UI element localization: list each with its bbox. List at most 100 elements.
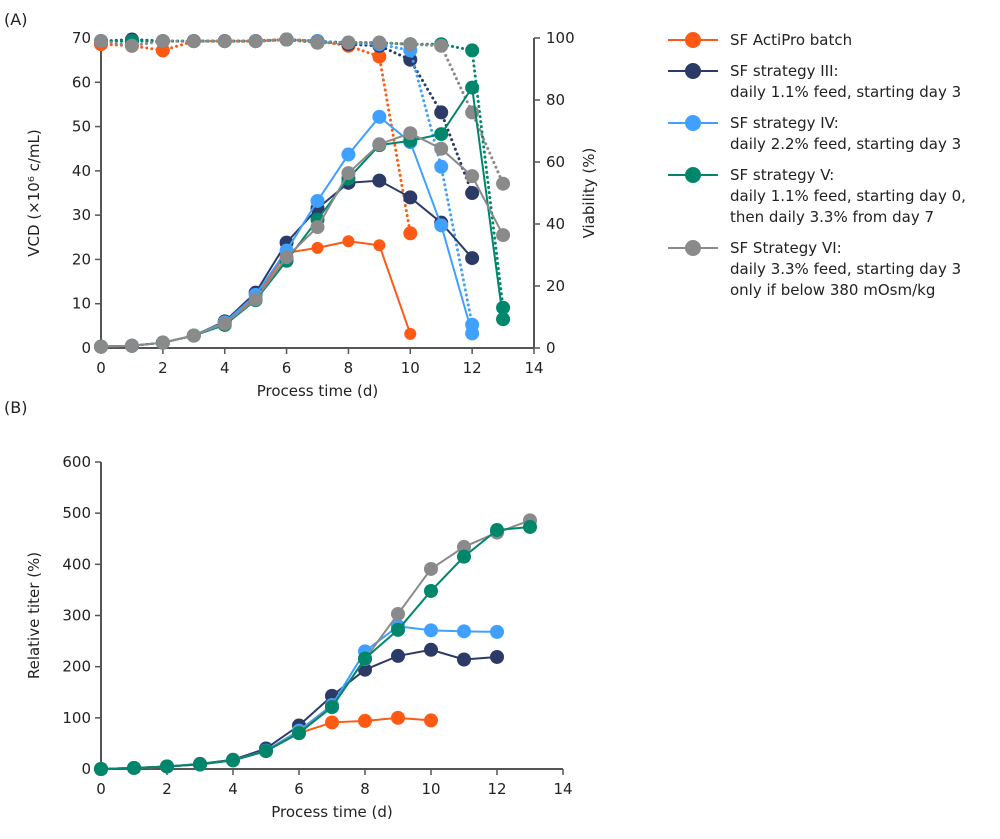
titer-series-4-point	[523, 519, 537, 534]
titer-series-1-point	[358, 662, 372, 677]
panel-b-x-tick-label: 14	[553, 780, 572, 798]
titer-series-3-point	[457, 539, 471, 554]
vcd-series-3-point	[496, 312, 511, 327]
panel-b-y-tick-label: 200	[62, 658, 91, 676]
legend-label: SF Strategy VI: daily 3.3% feed, startin…	[730, 239, 962, 299]
panel-a-x-tick-label: 10	[401, 359, 420, 377]
vcd-series-4-point	[186, 328, 201, 343]
panel-b-y-tick-label: 400	[62, 555, 91, 573]
panel-a-label: (A)	[4, 10, 28, 29]
panel-b-x-tick-label: 12	[487, 780, 506, 798]
titer-series-4-point	[226, 753, 240, 768]
titer-series-2-point	[424, 623, 438, 638]
titer-series-4-point	[193, 757, 207, 772]
vcd-series-2-point	[434, 218, 449, 233]
vcd-series-4-point	[155, 335, 170, 350]
viability-series-4-point	[403, 37, 418, 52]
titer-series-2-point	[490, 624, 504, 639]
viability-series-4-point	[94, 34, 108, 49]
titer-series-0-point	[325, 715, 339, 730]
panel-a-y2-tick-label: 0	[546, 339, 556, 357]
panel-b-x-axis-label: Process time (d)	[271, 803, 393, 821]
panel-b-y-tick-label: 600	[62, 453, 91, 471]
legend-label: SF strategy V: daily 1.1% feed, starting…	[730, 166, 966, 226]
vcd-series-2-point	[341, 147, 356, 162]
titer-series-0-point	[358, 713, 372, 728]
panel-a-x-tick-label: 8	[344, 359, 354, 377]
vcd-series-0-point	[404, 327, 417, 340]
vcd-series-3-point	[434, 127, 449, 142]
legend-item: SF strategy III: daily 1.1% feed, starti…	[668, 61, 966, 103]
vcd-series-4-point	[94, 339, 108, 354]
vcd-series-1-point	[372, 173, 387, 188]
legend: SF ActiPro batch SF strategy III: daily 1…	[668, 30, 966, 311]
panel-a-x-tick-label: 6	[282, 359, 292, 377]
viability-series-4-point	[434, 38, 449, 53]
legend-item: SF strategy V: daily 1.1% feed, starting…	[668, 165, 966, 228]
legend-marker	[668, 238, 718, 258]
panel-b-x-tick-label: 4	[228, 780, 238, 798]
titer-series-1-point	[424, 642, 438, 657]
panel-a-y-tick-label: 10	[72, 295, 91, 313]
vcd-series-2-point	[372, 109, 387, 124]
vcd-series-4-point	[434, 141, 449, 156]
panel-b-y-tick-label: 500	[62, 504, 91, 522]
panel-a-y-tick-label: 40	[72, 162, 91, 180]
viability-series-0-point	[372, 49, 387, 64]
titer-series-1-point	[490, 649, 504, 664]
viability-series-4-point	[248, 34, 263, 49]
panel-a-y-tick-label: 0	[81, 339, 91, 357]
titer-series-4-point	[160, 759, 174, 774]
legend-item: SF strategy IV: daily 2.2% feed, startin…	[668, 113, 966, 155]
titer-series-0-point	[391, 710, 405, 725]
viability-series-4-point	[124, 38, 139, 53]
titer-series-1-line	[100, 648, 498, 770]
panel-b-y-tick-label: 0	[81, 760, 91, 778]
vcd-series-4-point	[496, 228, 511, 243]
panel-a-y2-tick-label: 80	[546, 91, 565, 109]
viability-series-4-point	[155, 34, 170, 49]
viability-series-4-point	[310, 35, 325, 50]
titer-series-0-point	[424, 713, 438, 728]
titer-series-1-point	[391, 648, 405, 663]
panel-b-label: (B)	[4, 398, 28, 417]
titer-series-4-point	[457, 549, 471, 564]
panel-a-y2-axis-label: Viability (%)	[580, 148, 598, 239]
titer-series-4-point	[325, 700, 339, 715]
panel-a-y-tick-label: 30	[72, 206, 91, 224]
viability-series-2-point	[434, 159, 449, 174]
titer-series-4-point	[490, 523, 504, 538]
vcd-series-4-point	[341, 166, 356, 181]
panel-b-y-axis-label: Relative titer (%)	[25, 552, 43, 679]
titer-series-4-point	[259, 744, 273, 759]
panel-b-x-tick-label: 8	[360, 780, 370, 798]
panel-a-x-tick-label: 4	[220, 359, 230, 377]
legend-marker	[668, 61, 718, 81]
viability-series-4-point	[186, 34, 201, 49]
legend-item: SF ActiPro batch	[668, 30, 966, 51]
titer-series-4-point	[292, 726, 306, 741]
vcd-series-4-point	[248, 292, 263, 307]
vcd-series-0-point	[373, 239, 386, 252]
panel-b-x-tick-label: 2	[162, 780, 172, 798]
vcd-series-3-point	[465, 80, 480, 95]
panel-a-y-tick-label: 50	[72, 118, 91, 136]
panel-a-y-tick-label: 70	[72, 29, 91, 47]
panel-a-y-tick-label: 20	[72, 250, 91, 268]
panel-b-y-tick-label: 100	[62, 709, 91, 727]
panel-a-x-tick-label: 14	[524, 359, 543, 377]
legend-label: SF strategy IV: daily 2.2% feed, startin…	[730, 114, 962, 153]
legend-marker	[668, 113, 718, 133]
panel-a-x-tick-label: 2	[158, 359, 168, 377]
legend-marker	[668, 30, 718, 50]
viability-series-4-point	[496, 176, 511, 191]
panel-a-y2-tick-label: 60	[546, 153, 565, 171]
viability-series-4-point	[217, 34, 232, 49]
vcd-series-0-point	[342, 235, 355, 248]
titer-series-4-point	[391, 622, 405, 637]
vcd-series-1-point	[403, 190, 418, 205]
viability-series-4-point	[279, 32, 294, 47]
vcd-series-4-point	[217, 316, 232, 331]
viability-series-0-point	[403, 226, 418, 241]
